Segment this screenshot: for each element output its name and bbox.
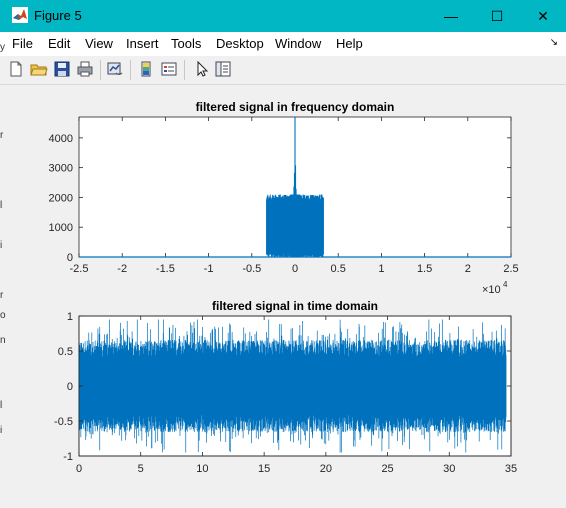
menu-overflow-arrow-icon[interactable]: ↘ — [549, 37, 558, 48]
minimize-icon: — — [444, 8, 458, 24]
time-x-tick-label: 35 — [505, 463, 517, 475]
freq-x-tick-label: 0 — [292, 263, 298, 275]
freq-x-tick-label: -1.5 — [156, 263, 175, 275]
freq-x-tick-label: 1.5 — [417, 263, 432, 275]
background-text-fragment: l — [0, 200, 3, 211]
freq-x-tick-label: -2 — [117, 263, 127, 275]
freq-x-tick-label: -1 — [204, 263, 214, 275]
time-y-tick-label: 0.5 — [58, 346, 73, 358]
freq-x-tick-label: 0.5 — [331, 263, 346, 275]
background-text-fragment: r — [0, 290, 4, 301]
toolbar-separator — [184, 60, 185, 80]
freq-x-tick-label: 2 — [465, 263, 471, 275]
minimize-button[interactable]: — — [428, 0, 474, 32]
menu-view[interactable]: View — [85, 36, 113, 51]
background-text-fragment: n — [0, 335, 6, 346]
freq-x-exponent-power: 4 — [503, 280, 508, 289]
toolbar — [0, 56, 566, 85]
menu-window[interactable]: Window — [275, 36, 322, 51]
save-icon[interactable] — [53, 60, 71, 78]
toolbar-separator — [100, 60, 101, 80]
time-axes[interactable]: filtered signal in time domain 0 5 10 15 20 2… — [54, 299, 517, 475]
insert-colorbar-icon[interactable] — [137, 60, 155, 78]
background-text-fragment: r — [0, 130, 4, 141]
title-bar[interactable]: Figure 5 — ☐ ✕ — [0, 0, 566, 32]
freq-x-exponent-base: ×10 — [482, 284, 501, 296]
menu-help[interactable]: Help — [336, 36, 363, 51]
time-x-tick-label: 20 — [320, 463, 332, 475]
window-title: Figure 5 — [34, 8, 82, 23]
freq-y-tick-label: 0 — [67, 252, 73, 264]
time-x-tick-label: 10 — [196, 463, 208, 475]
freq-x-tick-label: 2.5 — [503, 263, 518, 275]
new-figure-icon[interactable] — [7, 60, 25, 78]
edit-plot-pointer-icon[interactable] — [193, 60, 211, 78]
menu-insert[interactable]: Insert — [126, 36, 159, 51]
time-y-tick-label: -0.5 — [54, 416, 73, 428]
freq-x-tick-label: -2.5 — [70, 263, 89, 275]
time-x-tick-label: 25 — [381, 463, 393, 475]
maximize-button[interactable]: ☐ — [474, 0, 520, 32]
background-text-fragment: y — [0, 42, 5, 53]
time-x-tick-label: 0 — [76, 463, 82, 475]
time-y-tick-label: -1 — [63, 451, 73, 463]
background-text-fragment: l — [0, 400, 3, 411]
toolbar-separator — [130, 60, 131, 80]
menu-tools[interactable]: Tools — [171, 36, 202, 51]
time-x-tick-label: 5 — [138, 463, 144, 475]
time-signal-core — [79, 356, 507, 416]
time-plot-frame — [78, 315, 512, 457]
insert-legend-icon[interactable] — [160, 60, 178, 78]
link-plot-icon[interactable] — [106, 60, 124, 78]
time-plot-title: filtered signal in time domain — [212, 299, 378, 313]
freq-y-tick-label: 4000 — [49, 133, 73, 145]
freq-x-tick-label: -0.5 — [242, 263, 261, 275]
menu-desktop[interactable]: Desktop — [216, 36, 264, 51]
freq-peak — [290, 117, 300, 257]
print-icon[interactable] — [76, 60, 94, 78]
freq-y-tick-label: 3000 — [49, 163, 73, 175]
property-inspector-icon[interactable] — [214, 60, 232, 78]
menu-file[interactable]: File — [12, 36, 33, 51]
maximize-icon: ☐ — [490, 7, 504, 24]
freq-x-tick-label: 1 — [378, 263, 384, 275]
time-y-tick-label: 1 — [67, 311, 73, 323]
freq-y-tick-label: 2000 — [49, 192, 73, 204]
background-text-fragment: i — [0, 425, 3, 436]
background-text-fragment: o — [0, 310, 6, 321]
menu-bar: File Edit View Insert Tools Desktop Wind… — [0, 32, 566, 56]
time-x-tick-label: 15 — [258, 463, 270, 475]
matlab-logo-icon — [12, 7, 28, 23]
background-text-fragment: i — [0, 240, 3, 251]
close-button[interactable]: ✕ — [520, 0, 566, 32]
freq-plot-title: filtered signal in frequency domain — [196, 100, 395, 114]
freq-axes[interactable]: filtered signal in frequency domain -2.5… — [49, 100, 519, 296]
freq-y-tick-label: 1000 — [49, 222, 73, 234]
menu-edit[interactable]: Edit — [48, 36, 71, 51]
close-icon: ✕ — [537, 7, 549, 24]
open-file-icon[interactable] — [30, 60, 48, 78]
time-y-tick-label: 0 — [67, 381, 73, 393]
time-x-tick-label: 30 — [443, 463, 455, 475]
